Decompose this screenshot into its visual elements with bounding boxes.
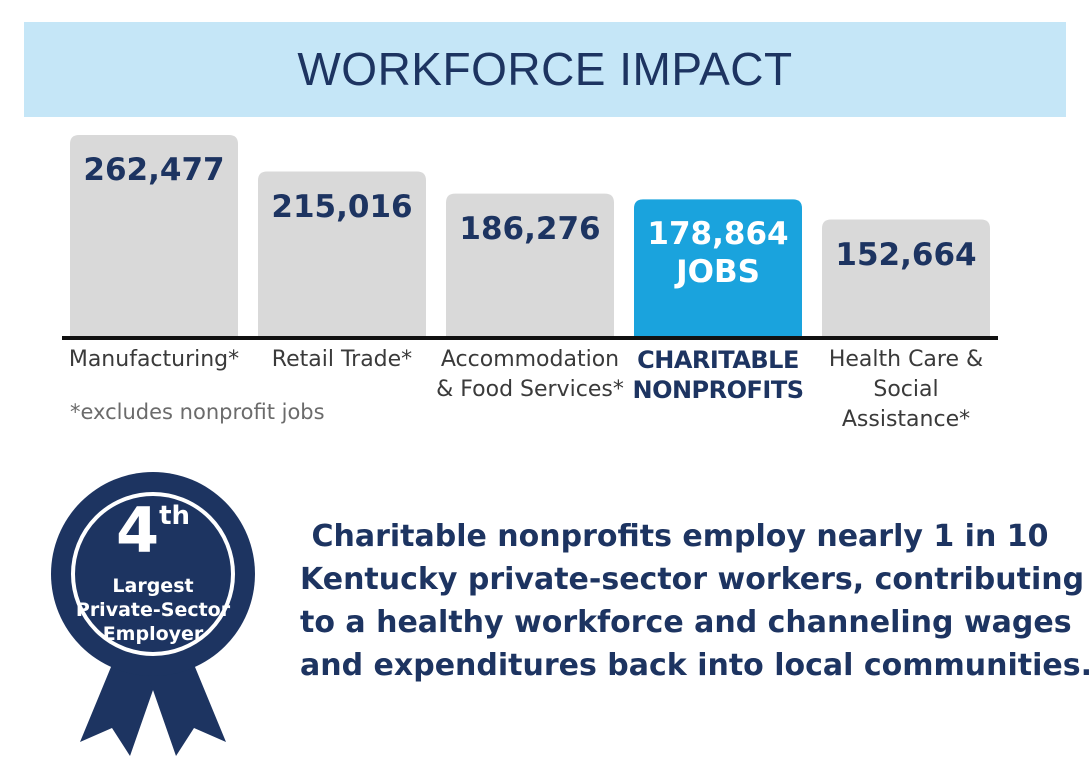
statement-line: and expenditures back into local communi… [300,648,1089,683]
bar [822,219,990,337]
bar [446,193,614,337]
ribbon [146,650,226,756]
value-label: 215,016 [271,188,413,225]
category-label: Accommodation & Food Services* [436,347,624,402]
badge-line: Largest [112,575,194,597]
badge-ring [71,492,235,656]
statement-line: Kentucky private-sector workers, contrib… [300,562,1085,597]
category-label: Manufacturing* [68,347,240,372]
badge-line: Employer [102,623,204,645]
statement: Charitable nonprofits employ nearly 1 in… [300,515,1089,687]
bar [258,171,426,337]
category-label: Retail Trade* [271,347,413,372]
badge-line: Private-Sector [75,599,231,621]
badge-rank: 4th [103,498,203,564]
badge-outer [51,472,255,676]
statement-line: Charitable nonprofits employ nearly 1 in… [311,519,1049,554]
statement-line: to a healthy workforce and channeling wa… [300,605,1072,640]
badge [51,472,255,756]
footnote: *excludes nonprofit jobs [70,400,325,424]
value-label: 178,864 [647,216,789,253]
badge-text: Largest Private-Sector Employer [73,574,233,646]
value-label: 186,276 [459,210,601,247]
rank-suffix: th [159,501,191,531]
category-label: CHARITABLE NONPROFITS [632,346,804,404]
rank: 4 [115,494,160,567]
value-note: JOBS [676,254,760,291]
category-label: Health Care & Social Assistance* [828,347,984,432]
value-label: 152,664 [835,236,977,273]
bar [634,199,802,337]
value-label: 262,477 [83,152,225,188]
bar [70,135,238,337]
chart-title: WORKFORCE IMPACT [24,22,1066,117]
ribbon [80,650,160,756]
